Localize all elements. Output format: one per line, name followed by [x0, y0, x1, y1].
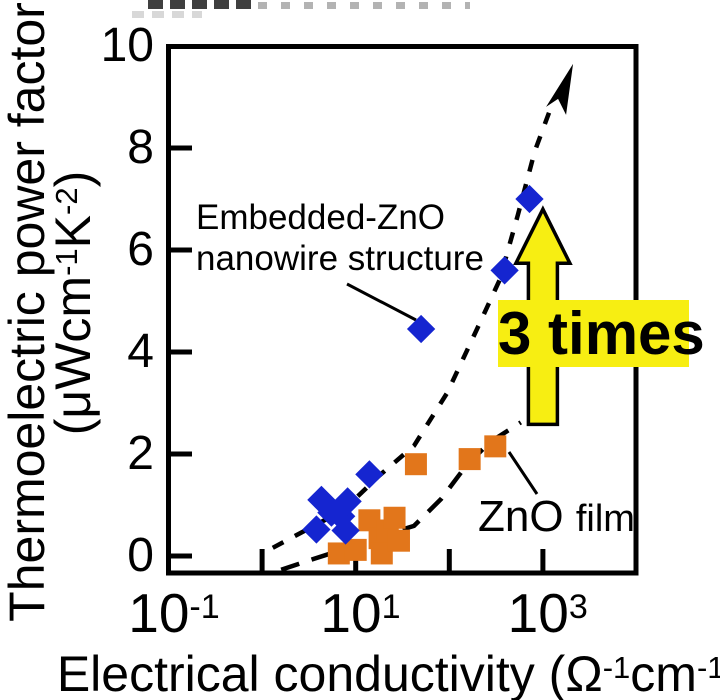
cropped-text-artifact [258, 2, 470, 9]
x-axis-title: Electrical conductivity (Ω-1cm-1) [57, 645, 720, 700]
y-tick-label: 8 [127, 121, 154, 174]
cropped-text-artifact [148, 0, 256, 9]
data-point-embedded-zno [355, 460, 384, 489]
x-tick-label: 10-1 [128, 586, 220, 641]
series1-annotation-line1: Embedded-ZnO [196, 198, 446, 237]
series2-annotation-pointer [507, 451, 539, 495]
y-tick-label: 0 [127, 529, 154, 582]
data-point-zno-film [458, 448, 481, 471]
trend-line-film [280, 420, 523, 572]
data-point-zno-film [370, 542, 393, 565]
y-axis-unit-text: (μWcm [45, 275, 101, 436]
cropped-text-artifact [132, 11, 202, 18]
data-point-zno-film [383, 506, 406, 529]
data-point-zno-film [327, 542, 350, 565]
data-point-embedded-zno [515, 184, 544, 214]
series2-annotation-sub: film [575, 498, 635, 540]
x-tick-label: 101 [320, 586, 400, 641]
trend-arrowhead-icon [546, 63, 574, 115]
data-point-embedded-zno [302, 515, 331, 544]
y-axis-unit: (μWcm-1K-2) [44, 171, 102, 435]
y-axis-unit-sup: -2 [48, 187, 84, 215]
series1-annotation-pointer [346, 282, 417, 322]
x-tick-exponent: 3 [568, 587, 588, 626]
data-point-zno-film [404, 453, 427, 476]
y-axis-unit-sup: -1 [48, 248, 84, 276]
x-axis-title-sup: -1 [602, 649, 631, 685]
y-axis-unit-text: K [45, 214, 101, 249]
y-tick-label: 10 [100, 19, 154, 72]
x-tick-base: 10 [320, 582, 382, 644]
x-tick-label: 103 [508, 586, 588, 641]
y-axis-unit-text: ) [45, 170, 101, 188]
series1-annotation-line2: nanowire structure [196, 239, 484, 278]
series1-annotation: Embedded-ZnO nanowire structure [196, 197, 484, 279]
data-point-zno-film [344, 538, 367, 561]
y-tick-label: 4 [127, 325, 154, 378]
data-point-zno-film [484, 435, 507, 458]
x-tick-base: 10 [507, 582, 569, 644]
data-point-embedded-zno [490, 256, 519, 285]
data-point-embedded-zno [331, 516, 360, 545]
data-point-zno-film [358, 509, 381, 532]
x-tick-exponent: 1 [381, 587, 401, 626]
series2-annotation-main: ZnO [478, 492, 564, 541]
series2-annotation: ZnO film [478, 495, 635, 541]
x-tick-base: 10 [128, 582, 190, 644]
multiplier-callout: 3 times [498, 300, 705, 367]
y-tick-label: 2 [127, 427, 154, 480]
data-point-zno-film [387, 529, 410, 552]
x-tick-exponent: -1 [189, 587, 220, 626]
x-axis-title-sup: -1 [696, 649, 720, 685]
x-axis-title-text: cm [630, 646, 697, 700]
x-axis-title-text: Electrical conductivity (Ω [56, 646, 603, 700]
y-tick-label: 6 [127, 223, 154, 276]
